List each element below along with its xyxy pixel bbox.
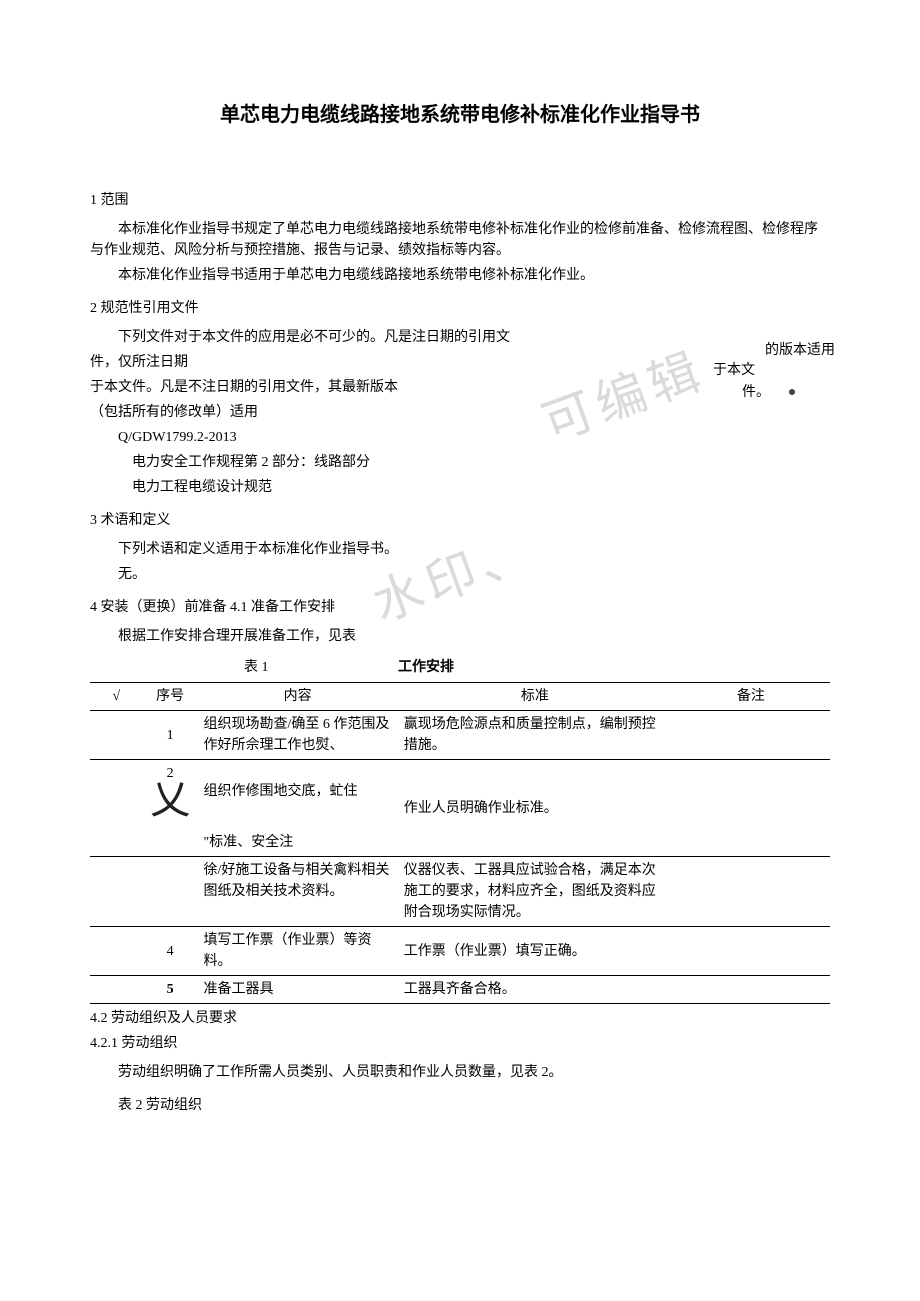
cell-std: 工器具齐备合格。 bbox=[398, 976, 672, 1004]
cell-std: 工作票（作业票）填写正确。 bbox=[398, 927, 672, 976]
scribble-mark: 乂 bbox=[149, 784, 192, 816]
s2-frag-mid: 于本文 bbox=[713, 360, 755, 381]
th-seq: 序号 bbox=[143, 683, 198, 711]
table-1: √ 序号 内容 标准 备注 1 组织现场勘查/确至 6 作范围及作好所佘理工作也… bbox=[90, 682, 830, 1004]
table-row: 1 组织现场勘查/确至 6 作范围及作好所佘理工作也熨、 赢现场危险源点和质量控… bbox=[90, 711, 830, 760]
table1-caption-title: 工作安排 bbox=[398, 660, 454, 675]
section-4-head: 4 安装（更换）前准备 4.1 准备工作安排 bbox=[90, 597, 830, 618]
s2-ref3: 电力工程电缆设计规范 bbox=[132, 477, 830, 498]
dot-icon bbox=[789, 389, 795, 395]
s2-p2b: （包括所有的修改单）适用 bbox=[90, 402, 830, 423]
s42-p2: 表 2 劳动组织 bbox=[90, 1095, 830, 1116]
cell-std: 仪器仪表、工器具应试验合格，满足本次施工的要求，材料应齐全，图纸及资料应附合现场… bbox=[398, 857, 672, 927]
s3-p1: 下列术语和定义适用于本标准化作业指导书。 bbox=[90, 539, 830, 560]
th-std: 标准 bbox=[398, 683, 672, 711]
cell-seq: 4 bbox=[143, 927, 198, 976]
cell-content-bot: "标准、安全注 bbox=[204, 832, 392, 853]
th-check: √ bbox=[90, 683, 143, 711]
table-row: 徐/好施工设备与相关禽料相关图纸及相关技术资料。 仪器仪表、工器具应试验合格，满… bbox=[90, 857, 830, 927]
s1-p1: 本标准化作业指导书规定了单芯电力电缆线路接地系统带电修补标准化作业的检修前准备、… bbox=[90, 219, 830, 261]
s2-frag-right: 的版本适用 bbox=[765, 340, 835, 361]
table-row: 5 准备工器具 工器具齐备合格。 bbox=[90, 976, 830, 1004]
cell-seq: 1 bbox=[143, 711, 198, 760]
s42-head: 4.2 劳动组织及人员要求 bbox=[90, 1008, 830, 1029]
cell-note bbox=[672, 711, 830, 760]
section-1-head: 1 范围 bbox=[90, 190, 830, 211]
cell-seq bbox=[143, 857, 198, 927]
cell-std: 作业人员明确作业标准。 bbox=[398, 760, 672, 857]
table-row: 2 乂 组织作修围地交底，虻住 "标准、安全注 作业人员明确作业标准。 bbox=[90, 760, 830, 857]
section-3-head: 3 术语和定义 bbox=[90, 510, 830, 531]
s4-p1: 根据工作安排合理开展准备工作，见表 bbox=[90, 626, 830, 647]
cell-note bbox=[672, 857, 830, 927]
s2-frag-end: 件。 bbox=[742, 382, 770, 403]
th-note: 备注 bbox=[672, 683, 830, 711]
s2-ref1: Q/GDW1799.2-2013 bbox=[90, 427, 830, 448]
s42-p1: 劳动组织明确了工作所需人员类别、人员职责和作业人员数量，见表 2。 bbox=[90, 1062, 830, 1083]
cell-content: 准备工器具 bbox=[198, 976, 398, 1004]
cell-note bbox=[672, 927, 830, 976]
table-header-row: √ 序号 内容 标准 备注 bbox=[90, 683, 830, 711]
s42-sub: 4.2.1 劳动组织 bbox=[90, 1033, 830, 1054]
cell-content-top: 组织作修围地交底，虻住 bbox=[204, 781, 392, 802]
table1-caption-label: 表 1 bbox=[244, 660, 269, 675]
th-content: 内容 bbox=[198, 683, 398, 711]
table1-caption: 表 1 工作安排 bbox=[90, 657, 830, 678]
doc-title: 单芯电力电缆线路接地系统带电修补标准化作业指导书 bbox=[90, 100, 830, 130]
s3-p2: 无。 bbox=[90, 564, 830, 585]
cell-note bbox=[672, 760, 830, 857]
s2-ref2: 电力安全工作规程第 2 部分：线路部分 bbox=[132, 452, 830, 473]
cell-content: 填写工作票（作业票）等资料。 bbox=[198, 927, 398, 976]
table-row: 4 填写工作票（作业票）等资料。 工作票（作业票）填写正确。 bbox=[90, 927, 830, 976]
cell-content: 组织现场勘查/确至 6 作范围及作好所佘理工作也熨、 bbox=[198, 711, 398, 760]
section-2-head: 2 规范性引用文件 bbox=[90, 298, 830, 319]
cell-std: 赢现场危险源点和质量控制点，编制预控措施。 bbox=[398, 711, 672, 760]
cell-content: 徐/好施工设备与相关禽料相关图纸及相关技术资料。 bbox=[198, 857, 398, 927]
s1-p2: 本标准化作业指导书适用于单芯电力电缆线路接地系统带电修补标准化作业。 bbox=[90, 265, 830, 286]
s2-p1: 下列文件对于本文件的应用是必不可少的。凡是注日期的引用文 bbox=[90, 327, 830, 348]
cell-seq: 5 bbox=[143, 976, 198, 1004]
cell-note bbox=[672, 976, 830, 1004]
